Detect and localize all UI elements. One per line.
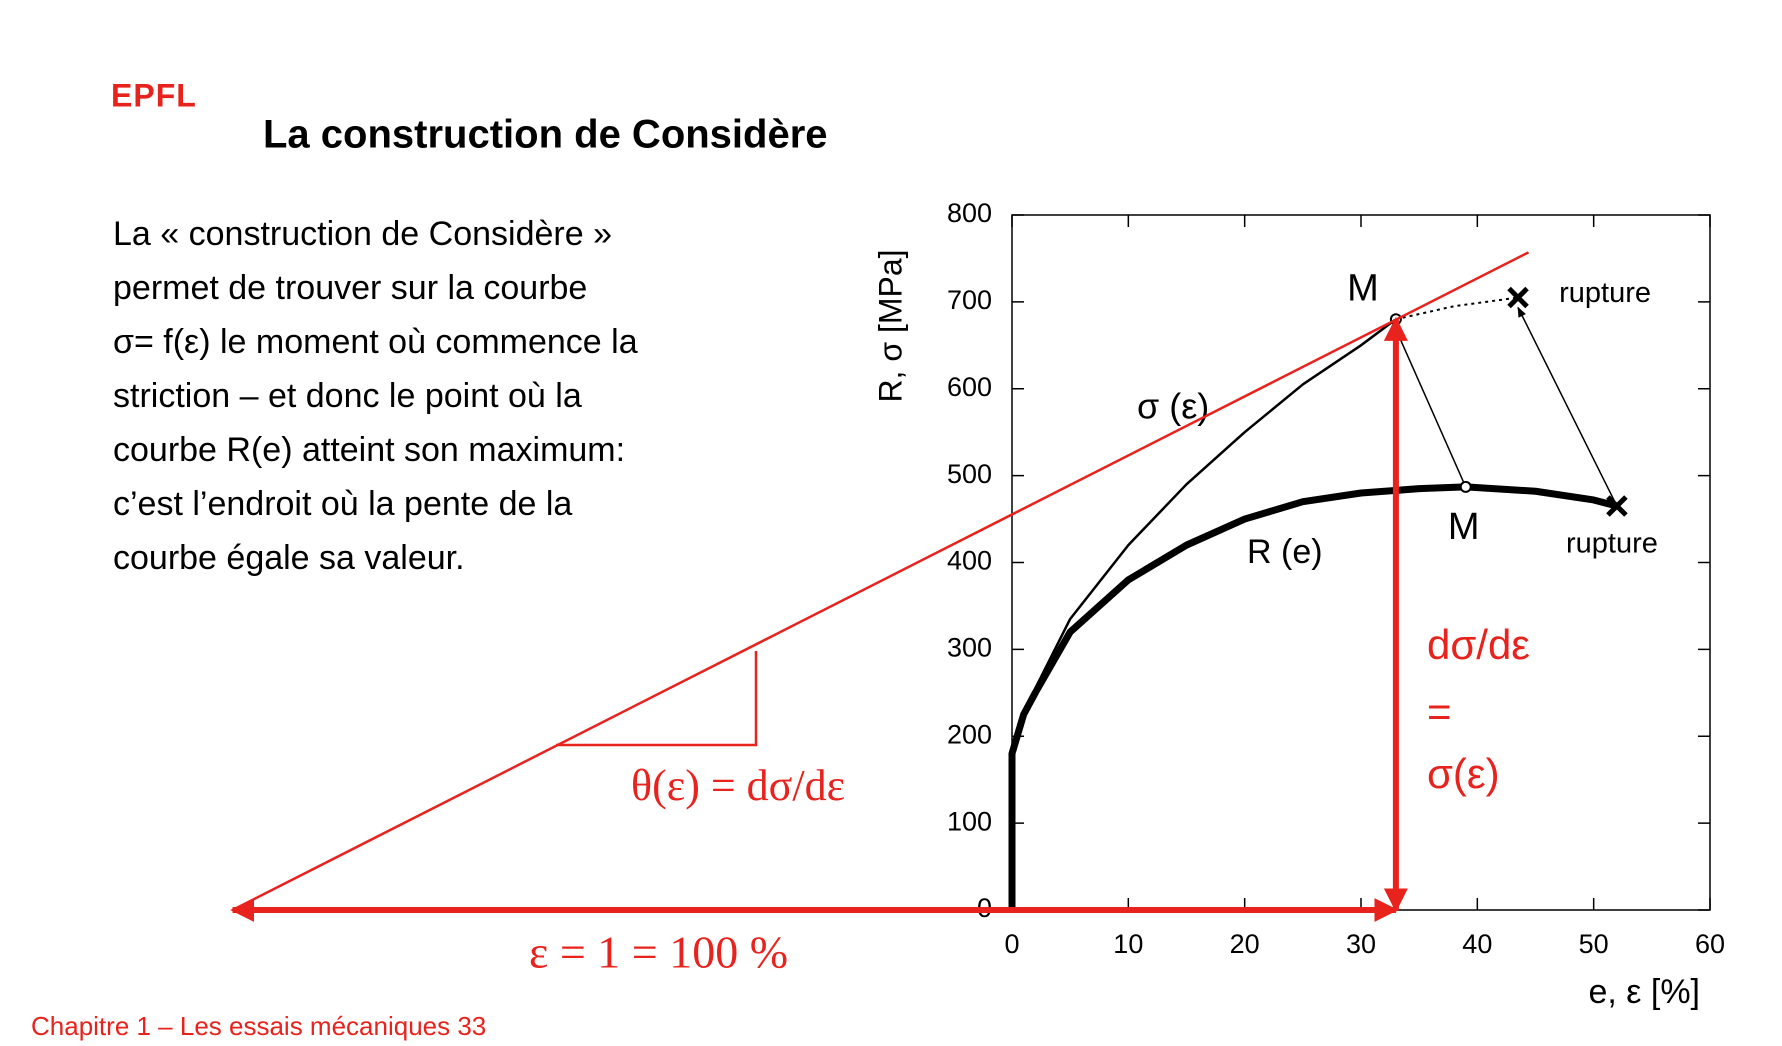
- y-tick-label: 400: [947, 546, 992, 576]
- y-tick-label: 300: [947, 633, 992, 663]
- point: [1606, 495, 1628, 517]
- body-line: courbe égale sa valeur.: [113, 539, 465, 577]
- plot-frame: [1011, 214, 1711, 911]
- x-tick-label: 30: [1346, 929, 1376, 959]
- link-arrow: [1517, 306, 1618, 507]
- x-tick-label: 20: [1230, 929, 1260, 959]
- x-axis-label: e, ε [%]: [1588, 973, 1700, 1011]
- link-arrow: [1395, 328, 1467, 488]
- body-line: courbe R(e) atteint son maximum:: [113, 431, 625, 469]
- height-label: =: [1427, 688, 1452, 735]
- y-tick-label: 200: [947, 719, 992, 749]
- slope-label: θ(ε) = dσ/dε: [631, 761, 845, 810]
- x-tick-label: 0: [1004, 929, 1019, 959]
- series-label: R (e): [1247, 533, 1323, 571]
- y-tick-label: 700: [947, 285, 992, 315]
- x-tick-label: 40: [1462, 929, 1492, 959]
- logo: EPFL: [111, 77, 197, 113]
- footer: Chapitre 1 – Les essais mécaniques 33: [31, 1011, 486, 1041]
- slide-title: La construction de Considère: [263, 113, 828, 157]
- body-line: permet de trouver sur la courbe: [113, 269, 587, 307]
- x-tick-label: 10: [1113, 929, 1143, 959]
- body-line: La « construction de Considère »: [113, 215, 612, 253]
- curve: [1395, 296, 1519, 321]
- x-tick-label: 50: [1579, 929, 1609, 959]
- height-label: σ(ε): [1427, 750, 1500, 797]
- y-tick-label: 800: [947, 198, 992, 228]
- y-axis-label: R, σ [MPa]: [872, 249, 908, 402]
- body-text: La « construction de Considère » permet d…: [113, 215, 638, 577]
- body-line: σ= f(ε) le moment où commence la: [113, 323, 638, 361]
- point-label: M: [1448, 506, 1480, 548]
- y-tick-label: 100: [947, 806, 992, 836]
- point-label: rupture: [1566, 528, 1658, 560]
- point: [1459, 480, 1472, 493]
- slope-triangle: [556, 651, 758, 747]
- strain-label: ε = 1 = 100 %: [529, 927, 788, 978]
- body-line: c’est l’endroit où la pente de la: [113, 485, 572, 523]
- point-label: M: [1347, 267, 1379, 309]
- body-line: striction – et donc le point où la: [113, 377, 582, 415]
- y-tick-label: 600: [947, 372, 992, 402]
- height-label: dσ/dε: [1427, 621, 1530, 668]
- tangent: [232, 251, 1530, 912]
- curve: [1008, 483, 1618, 910]
- y-tick-label: 500: [947, 459, 992, 489]
- point: [1507, 286, 1529, 309]
- x-tick-label: 60: [1695, 929, 1725, 959]
- point-label: rupture: [1559, 277, 1651, 309]
